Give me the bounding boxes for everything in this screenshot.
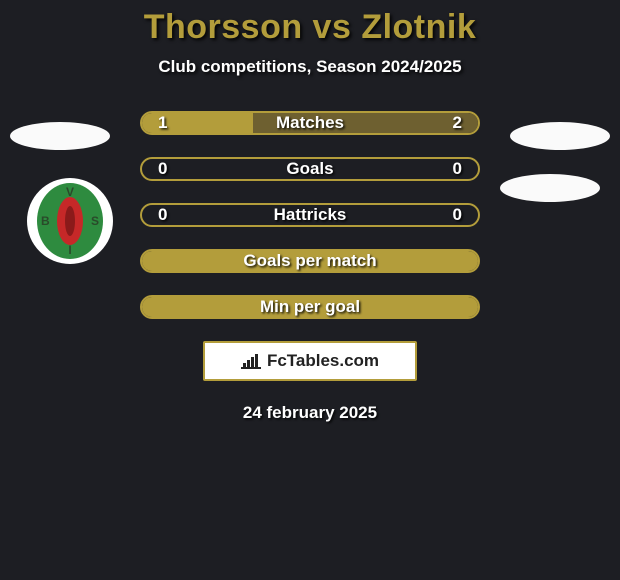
stat-value-right: 0 (453, 159, 462, 179)
stat-label: Goals per match (243, 251, 376, 271)
badge-letter-right: S (91, 214, 99, 228)
stat-value-left: 0 (158, 159, 167, 179)
stat-label: Goals (286, 159, 333, 179)
stat-bar: Min per goal (140, 295, 480, 319)
stat-bar: Hattricks 0 0 (140, 203, 480, 227)
stat-value-left: 1 (158, 113, 167, 133)
brand-box[interactable]: FcTables.com (203, 341, 417, 381)
player-left-ellipse (10, 122, 110, 150)
stat-value-right: 0 (453, 205, 462, 225)
page-title: Thorsson vs Zlotnik (0, 0, 620, 47)
stat-value-left: 0 (158, 205, 167, 225)
player-right-ellipse-2 (500, 174, 600, 202)
badge-letter-bottom: I (68, 243, 71, 257)
infographic-card: Thorsson vs Zlotnik Club competitions, S… (0, 0, 620, 580)
badge-letter-left: B (41, 214, 50, 228)
barchart-icon (241, 353, 261, 369)
stat-bar: Goals per match (140, 249, 480, 273)
stat-bar: Matches 1 2 (140, 111, 480, 135)
club-badge: V B S I (27, 178, 113, 264)
stat-value-right: 2 (453, 113, 462, 133)
stat-label: Hattricks (274, 205, 347, 225)
branding-row: FcTables.com (0, 341, 620, 381)
stat-label: Min per goal (260, 297, 360, 317)
stat-bar: Goals 0 0 (140, 157, 480, 181)
date-text: 24 february 2025 (0, 403, 620, 423)
stat-label: Matches (276, 113, 344, 133)
subtitle: Club competitions, Season 2024/2025 (0, 57, 620, 77)
brand-text: FcTables.com (267, 351, 379, 371)
player-right-ellipse-1 (510, 122, 610, 150)
club-badge-bg: V B S I (37, 183, 103, 259)
club-badge-center (65, 206, 75, 236)
badge-letter-top: V (66, 185, 74, 199)
